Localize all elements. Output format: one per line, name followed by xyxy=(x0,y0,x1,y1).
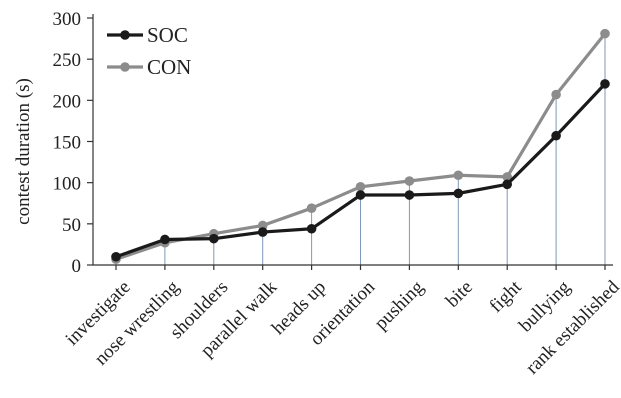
legend: SOC CON xyxy=(107,23,191,79)
series-soc xyxy=(111,79,610,262)
data-point xyxy=(355,190,366,200)
data-point xyxy=(209,233,219,244)
x-tick-label: nose wrestling xyxy=(91,276,184,369)
legend-marker xyxy=(120,62,130,72)
data-point xyxy=(502,172,512,182)
y-tick-label: 0 xyxy=(72,256,82,277)
legend-label: SOC xyxy=(147,23,188,47)
y-tick-label: 200 xyxy=(53,91,82,112)
data-point xyxy=(453,188,464,199)
data-point xyxy=(502,179,512,190)
y-axis: 0 50 100 150 200 250 300 xyxy=(53,9,94,277)
data-point xyxy=(257,220,268,231)
x-tick-label: bite xyxy=(442,277,477,312)
data-point xyxy=(111,251,121,262)
data-point xyxy=(306,223,317,234)
data-point xyxy=(160,234,170,245)
data-point xyxy=(355,181,366,192)
y-tick-label: 150 xyxy=(53,133,82,154)
data-point xyxy=(600,28,610,39)
series-con xyxy=(111,28,610,265)
legend-item-soc: SOC xyxy=(107,23,188,47)
y-tick-label: 250 xyxy=(53,50,82,71)
data-point xyxy=(600,79,610,89)
x-tick-label: fight xyxy=(486,276,527,317)
series-layer xyxy=(111,28,610,265)
y-tick-label: 300 xyxy=(53,9,82,30)
data-point xyxy=(306,203,317,213)
legend-item-con: CON xyxy=(107,55,191,79)
data-point xyxy=(551,130,561,141)
legend-marker xyxy=(120,30,130,40)
data-point xyxy=(257,227,268,237)
data-point xyxy=(551,89,561,100)
legend-label: CON xyxy=(147,55,191,79)
data-point xyxy=(404,176,415,186)
x-tick-label: pushing xyxy=(371,276,429,334)
y-tick-label: 100 xyxy=(53,174,82,195)
y-tick-label: 50 xyxy=(62,215,81,236)
y-axis-title: contest duration (s) xyxy=(13,78,34,225)
data-point xyxy=(453,170,464,181)
data-point xyxy=(404,190,415,200)
